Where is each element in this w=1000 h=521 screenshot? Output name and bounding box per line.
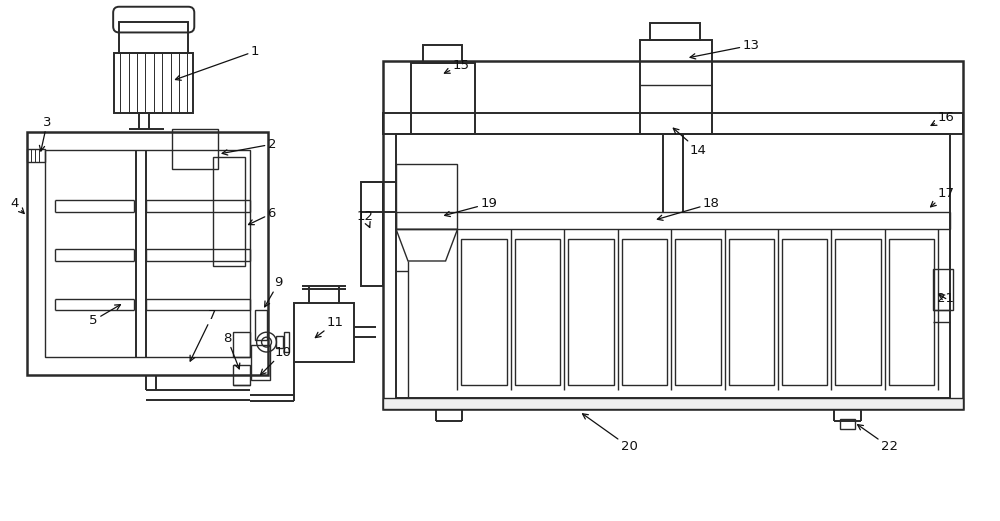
- Text: 1: 1: [175, 45, 259, 80]
- Text: 20: 20: [583, 414, 638, 453]
- Bar: [294, 303, 354, 362]
- Text: 5: 5: [89, 305, 120, 327]
- Bar: [119, 21, 188, 53]
- Bar: [411, 63, 475, 134]
- Bar: [840, 419, 855, 429]
- Text: 10: 10: [261, 345, 291, 375]
- Text: 13: 13: [690, 39, 759, 59]
- Bar: [27, 132, 268, 375]
- Text: 16: 16: [931, 111, 954, 126]
- Bar: [675, 239, 721, 384]
- Bar: [396, 164, 457, 229]
- Bar: [396, 212, 950, 229]
- Bar: [461, 239, 507, 384]
- Bar: [213, 157, 245, 266]
- Bar: [383, 61, 963, 410]
- Text: 3: 3: [39, 116, 51, 151]
- Text: 17: 17: [931, 187, 954, 207]
- Text: 15: 15: [444, 58, 470, 73]
- Bar: [383, 398, 963, 410]
- Bar: [251, 345, 270, 380]
- Bar: [45, 150, 250, 357]
- Bar: [782, 239, 827, 384]
- Bar: [172, 129, 218, 169]
- Bar: [729, 239, 774, 384]
- Bar: [27, 149, 45, 162]
- Bar: [568, 239, 614, 384]
- Bar: [640, 40, 712, 134]
- Bar: [933, 269, 953, 311]
- Bar: [889, 239, 934, 384]
- Text: 8: 8: [223, 332, 240, 369]
- Text: 7: 7: [190, 309, 217, 361]
- Text: 19: 19: [445, 197, 497, 217]
- Text: 4: 4: [10, 197, 24, 214]
- Text: 14: 14: [673, 128, 707, 157]
- Text: 18: 18: [657, 197, 720, 220]
- Bar: [650, 22, 700, 40]
- Text: 21: 21: [937, 292, 954, 305]
- Bar: [233, 332, 250, 357]
- Bar: [276, 336, 283, 348]
- Bar: [515, 239, 560, 384]
- Bar: [396, 134, 950, 398]
- Text: 6: 6: [249, 207, 276, 225]
- Text: 11: 11: [315, 316, 344, 338]
- Bar: [622, 239, 667, 384]
- Bar: [233, 365, 250, 384]
- Text: 22: 22: [858, 425, 898, 453]
- Bar: [835, 239, 881, 384]
- Bar: [114, 53, 193, 113]
- Text: 2: 2: [222, 138, 276, 155]
- Bar: [423, 45, 462, 63]
- Bar: [383, 113, 963, 134]
- Text: 9: 9: [265, 276, 283, 307]
- Text: 12: 12: [357, 210, 374, 228]
- Bar: [284, 332, 289, 352]
- Bar: [255, 311, 267, 340]
- Bar: [361, 182, 383, 286]
